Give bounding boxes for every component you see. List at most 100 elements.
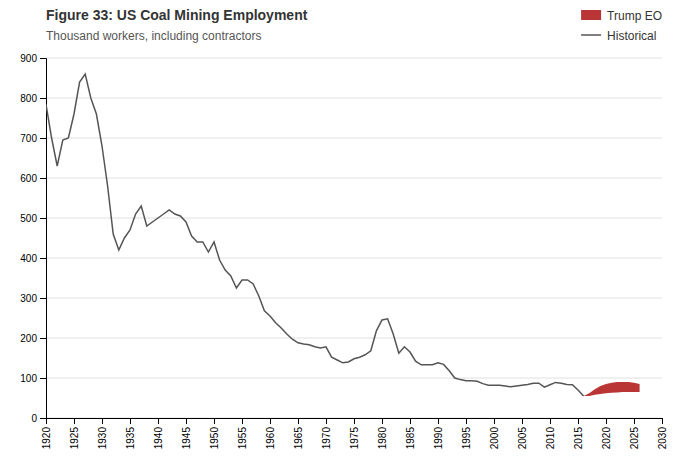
y-tick: 300 — [20, 293, 46, 304]
x-tick-label: 1950 — [209, 427, 220, 450]
x-tick-mark — [410, 418, 411, 424]
y-tick-mark — [40, 178, 46, 179]
grid-line — [46, 298, 662, 299]
x-tick-label: 1960 — [265, 427, 276, 450]
x-tick: 1990 — [433, 418, 444, 449]
y-tick-label: 600 — [20, 173, 37, 184]
grid-line — [46, 58, 662, 59]
x-tick-mark — [466, 418, 467, 424]
legend-swatch — [581, 10, 601, 20]
x-tick-mark — [522, 418, 523, 424]
x-tick-mark — [102, 418, 103, 424]
y-tick: 0 — [31, 413, 46, 424]
x-tick-mark — [354, 418, 355, 424]
y-tick-mark — [40, 218, 46, 219]
y-tick: 100 — [20, 373, 46, 384]
x-tick-mark — [326, 418, 327, 424]
y-tick-label: 0 — [31, 413, 37, 424]
y-axis: 0100200300400500600700800900 — [20, 53, 46, 424]
x-tick-label: 2020 — [601, 427, 612, 450]
y-tick-label: 200 — [20, 333, 37, 344]
grid-line — [46, 258, 662, 259]
x-tick-mark — [242, 418, 243, 424]
x-tick-label: 1970 — [321, 427, 332, 450]
grid-line — [46, 138, 662, 139]
x-tick: 2010 — [545, 418, 556, 449]
x-tick-mark — [214, 418, 215, 424]
chart-svg: Figure 33: US Coal Mining Employment Thou… — [0, 0, 686, 466]
x-tick-mark — [74, 418, 75, 424]
x-tick: 1945 — [181, 418, 192, 449]
y-tick: 600 — [20, 173, 46, 184]
x-tick: 1955 — [237, 418, 248, 449]
x-tick-label: 1955 — [237, 427, 248, 450]
x-tick: 1930 — [97, 418, 108, 449]
y-tick-mark — [40, 138, 46, 139]
y-tick-label: 700 — [20, 133, 37, 144]
x-axis: 1920 1925 1930 1935 1940 1945 1950 1955 1960 1965… — [41, 418, 668, 449]
x-tick-label: 2000 — [489, 427, 500, 450]
y-tick-label: 300 — [20, 293, 37, 304]
y-tick-label: 500 — [20, 213, 37, 224]
x-tick-label: 1965 — [293, 427, 304, 450]
grid — [46, 58, 662, 418]
x-tick-mark — [578, 418, 579, 424]
subtitle: Thousand workers, including contractors — [46, 29, 261, 43]
x-tick: 2025 — [629, 418, 640, 449]
x-tick-label: 1920 — [41, 427, 52, 450]
x-tick: 1970 — [321, 418, 332, 449]
x-tick: 2000 — [489, 418, 500, 449]
x-tick: 2015 — [573, 418, 584, 449]
y-tick: 800 — [20, 93, 46, 104]
y-tick-mark — [40, 418, 46, 419]
band-area — [584, 382, 640, 396]
y-tick-mark — [40, 258, 46, 259]
legend-swatch — [581, 34, 601, 36]
line — [46, 74, 584, 396]
y-tick-mark — [40, 98, 46, 99]
x-axis-line — [47, 419, 663, 425]
x-tick-label: 1995 — [461, 427, 472, 450]
x-tick-mark — [298, 418, 299, 424]
x-tick-label: 1980 — [377, 427, 388, 450]
y-tick: 700 — [20, 133, 46, 144]
x-tick: 1940 — [153, 418, 164, 449]
legend-label: Historical — [607, 29, 656, 43]
x-tick-label: 1935 — [125, 427, 136, 450]
x-tick-mark — [270, 418, 271, 424]
x-tick-label: 2025 — [629, 427, 640, 450]
x-tick: 1965 — [293, 418, 304, 449]
y-tick-mark — [40, 58, 46, 59]
legend-item: Historical — [581, 29, 656, 43]
x-tick-label: 1930 — [97, 427, 108, 450]
y-tick: 400 — [20, 253, 46, 264]
x-tick-label: 1975 — [349, 427, 360, 450]
x-tick: 2030 — [657, 418, 668, 449]
y-tick: 200 — [20, 333, 46, 344]
x-tick-mark — [606, 418, 607, 424]
x-tick-label: 1925 — [69, 427, 80, 450]
x-tick: 2005 — [517, 418, 528, 449]
x-tick: 1975 — [349, 418, 360, 449]
y-tick-label: 100 — [20, 373, 37, 384]
title: Figure 33: US Coal Mining Employment — [46, 7, 308, 23]
y-tick-label: 800 — [20, 93, 37, 104]
x-tick-label: 2015 — [573, 427, 584, 450]
legend-label: Trump EO — [607, 9, 662, 23]
x-tick-mark — [494, 418, 495, 424]
x-tick-label: 2005 — [517, 427, 528, 450]
x-tick-label: 1990 — [433, 427, 444, 450]
chart-container: Figure 33: US Coal Mining Employment Thou… — [0, 0, 686, 466]
grid-line — [46, 98, 662, 99]
y-tick-label: 400 — [20, 253, 37, 264]
legend-item: Trump EO — [581, 9, 662, 23]
x-tick: 1920 — [41, 418, 52, 449]
x-tick-mark — [634, 418, 635, 424]
grid-line — [46, 378, 662, 379]
x-tick-mark — [662, 418, 663, 424]
x-tick: 1935 — [125, 418, 136, 449]
x-tick: 1995 — [461, 418, 472, 449]
legend: Trump EO Historical — [581, 9, 662, 43]
x-tick: 1950 — [209, 418, 220, 449]
grid-line — [46, 338, 662, 339]
